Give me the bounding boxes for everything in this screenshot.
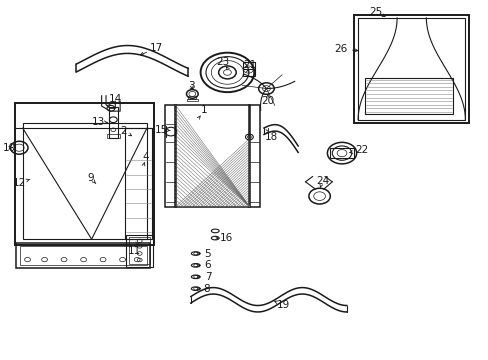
Text: 10: 10 [3, 143, 16, 153]
Bar [164, 105, 175, 207]
Text: 11: 11 [128, 246, 141, 256]
Text: 26: 26 [334, 44, 347, 54]
Text: 7: 7 [204, 272, 211, 282]
Bar [249, 105, 260, 207]
Bar [186, 99, 197, 101]
Bar [353, 15, 468, 123]
Bar [22, 123, 147, 239]
Bar [175, 105, 249, 207]
Text: 23: 23 [216, 57, 229, 67]
Text: 2: 2 [121, 126, 127, 136]
Bar [188, 96, 196, 99]
Bar [126, 234, 153, 267]
Bar [107, 134, 120, 138]
Text: 16: 16 [219, 233, 232, 243]
Bar [15, 103, 154, 244]
Text: 25: 25 [369, 7, 382, 17]
Text: 13: 13 [91, 117, 104, 127]
Bar [357, 18, 465, 120]
Text: 15: 15 [155, 125, 168, 135]
Bar [16, 243, 150, 268]
Text: 18: 18 [264, 132, 277, 142]
Text: 3: 3 [188, 81, 195, 91]
Text: 12: 12 [13, 178, 26, 188]
Text: 24: 24 [315, 176, 328, 186]
Text: 21: 21 [242, 59, 256, 69]
Text: 1: 1 [201, 105, 207, 115]
Bar [129, 237, 150, 264]
Text: 6: 6 [204, 260, 211, 270]
Bar [365, 78, 452, 114]
Text: 17: 17 [150, 43, 163, 53]
Text: 5: 5 [204, 248, 211, 258]
Text: 22: 22 [354, 145, 367, 155]
Text: 20: 20 [261, 96, 274, 106]
Bar [330, 148, 353, 158]
Text: 4: 4 [142, 152, 149, 162]
Text: 14: 14 [109, 94, 122, 104]
Bar [125, 128, 152, 239]
Bar [109, 107, 118, 138]
Text: 8: 8 [203, 284, 209, 294]
Bar [243, 62, 255, 76]
Text: 9: 9 [87, 173, 94, 183]
Bar [20, 246, 147, 265]
Text: 19: 19 [276, 300, 289, 310]
